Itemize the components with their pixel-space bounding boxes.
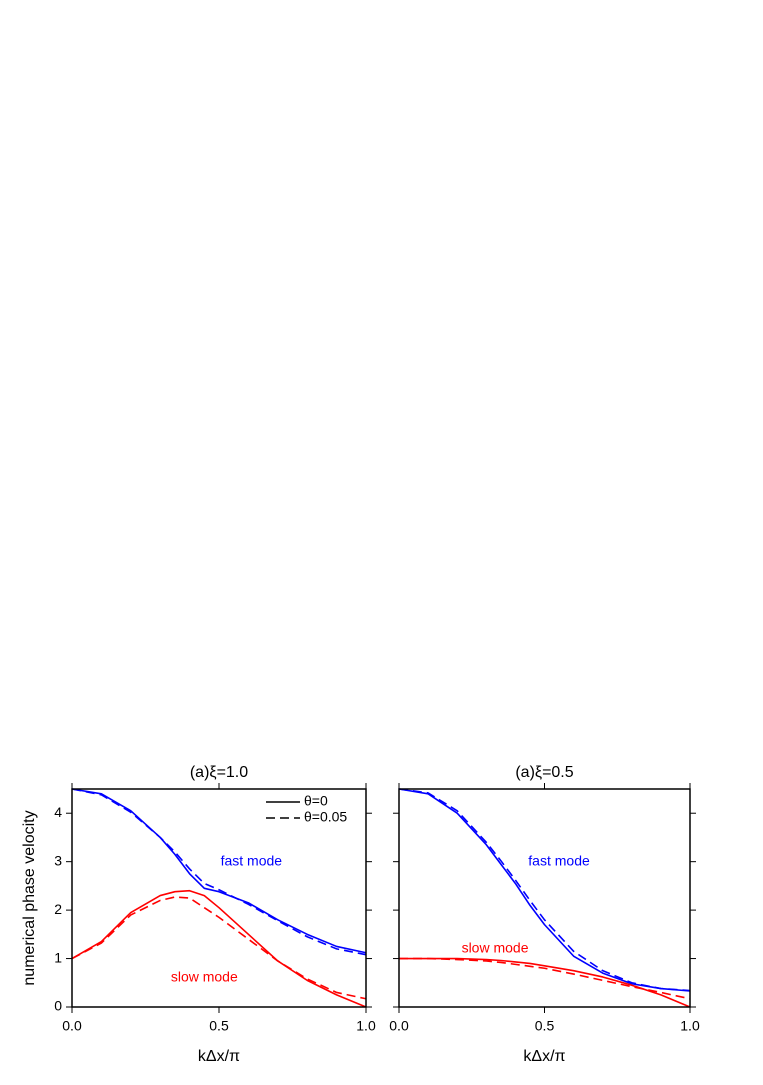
series-line [71, 788, 367, 956]
series-line [399, 957, 691, 1000]
x-tick-label: 0.0 [389, 1018, 409, 1034]
y-tick-label: 4 [54, 804, 62, 820]
y-tick-label: 3 [54, 852, 62, 868]
x-tick-label: 0.5 [209, 1018, 229, 1034]
annotation: fast mode [221, 852, 283, 868]
y-tick-label: 0 [54, 998, 62, 1014]
x-axis-label: kΔx/π [523, 1048, 565, 1065]
y-tick-label: 2 [54, 901, 62, 917]
x-tick-label: 1.0 [356, 1018, 376, 1034]
x-axis-label: kΔx/π [198, 1048, 240, 1065]
legend-label: θ=0 [304, 793, 328, 809]
series-line [399, 957, 691, 1008]
plot-frame [398, 788, 691, 1008]
chart-title: (a)ξ=0.5 [515, 764, 573, 781]
series-line [398, 788, 691, 992]
series-line [398, 788, 691, 992]
legend-label: θ=0.05 [304, 809, 347, 825]
y-axis-label: numerical phase velocity [21, 810, 38, 985]
plot-frame [71, 788, 367, 1008]
annotation: slow mode [462, 940, 529, 956]
chart-title: (a)ξ=1.0 [190, 764, 248, 781]
x-tick-label: 1.0 [680, 1018, 700, 1034]
annotation: slow mode [171, 969, 238, 985]
x-tick-label: 0.0 [62, 1018, 82, 1034]
series-line [71, 889, 367, 1008]
annotation: fast mode [528, 852, 590, 868]
series-line [71, 788, 367, 954]
x-tick-label: 0.5 [535, 1018, 555, 1034]
y-tick-label: 1 [54, 949, 62, 965]
series-line [71, 896, 367, 1000]
